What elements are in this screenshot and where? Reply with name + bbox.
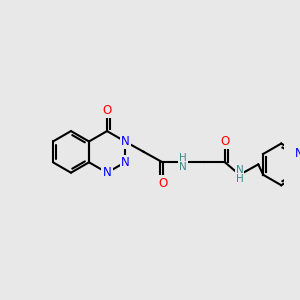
Text: N: N [295,148,300,160]
Text: O: O [220,135,230,148]
Text: O: O [158,177,167,190]
Text: N: N [121,156,129,169]
Text: N
H: N H [236,165,243,184]
Text: H
N: H N [179,153,187,172]
Text: O: O [102,104,112,117]
Text: N: N [121,135,129,148]
Text: N: N [103,166,111,179]
